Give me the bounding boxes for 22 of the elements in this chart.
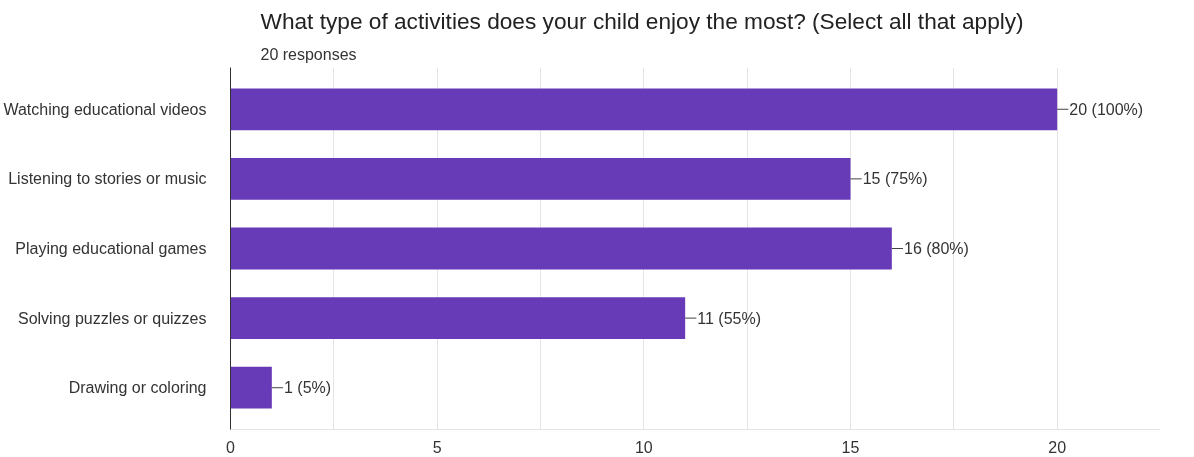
data-label: 11 (55%) <box>697 309 762 327</box>
y-tick-label: Listening to stories or music <box>8 170 207 188</box>
bar <box>230 297 686 339</box>
data-label: 16 (80%) <box>903 240 969 257</box>
bar <box>230 88 1058 131</box>
y-tick-label: Drawing or coloring <box>68 379 207 397</box>
chart-subtitle: 20 responses <box>260 45 357 63</box>
y-tick-label: Playing educational games <box>15 240 207 257</box>
x-tick-label: 15 <box>841 438 860 456</box>
x-tick-label: 10 <box>634 438 653 456</box>
x-tick-label: 20 <box>1048 438 1067 456</box>
data-label: 20 (100%) <box>1069 100 1144 118</box>
y-tick-label: Solving puzzles or quizzes <box>17 309 207 327</box>
data-label: 15 (75%) <box>862 170 928 188</box>
x-tick-label: 5 <box>432 438 442 456</box>
bar <box>230 158 851 200</box>
x-tick-label: 0 <box>226 438 236 456</box>
bar <box>230 227 892 270</box>
data-label: 1 (5%) <box>283 379 332 397</box>
bar <box>230 366 272 409</box>
chart-title: What type of activities does your child enjoy the most? (Select all that apply) <box>260 7 1024 34</box>
y-tick-label: Watching educational videos <box>3 100 207 118</box>
